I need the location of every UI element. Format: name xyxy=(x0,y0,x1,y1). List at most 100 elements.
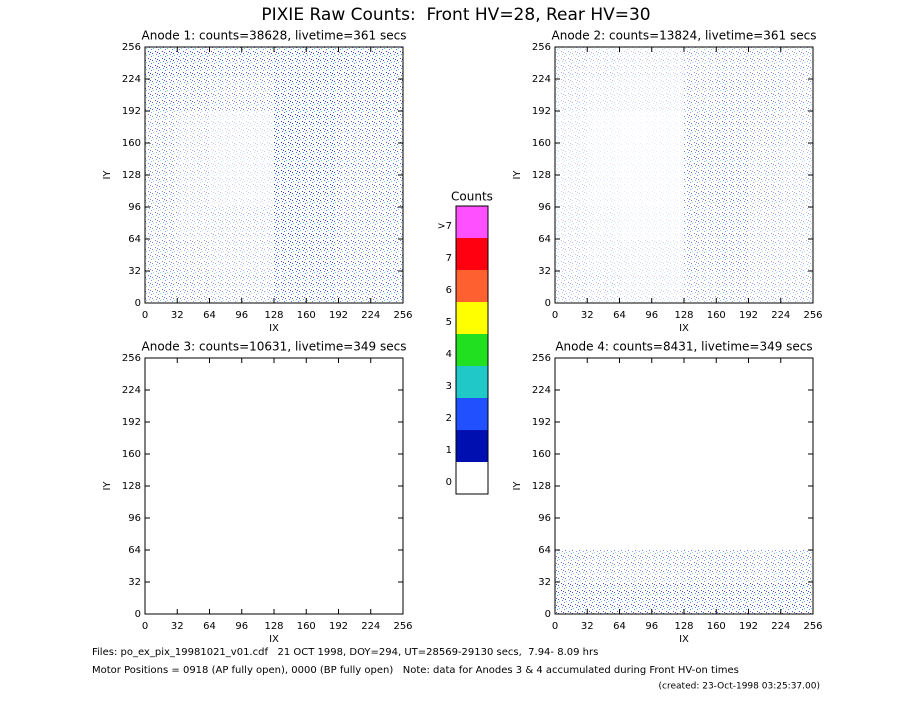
y-tick-label: 256 xyxy=(122,353,141,364)
heat-cell xyxy=(274,390,306,422)
chart-title: PIXIE Raw Counts: Front HV=28, Rear HV=3… xyxy=(261,5,650,25)
heat-cell xyxy=(780,47,813,79)
heat-cell xyxy=(619,207,652,239)
panel-title: Anode 2: counts=13824, livetime=361 secs xyxy=(552,29,817,43)
heat-cell xyxy=(619,582,652,614)
y-tick-label: 0 xyxy=(135,298,141,309)
heat-cell xyxy=(274,454,306,486)
heat-cell xyxy=(780,143,813,175)
heat-cell xyxy=(555,358,587,390)
heat-cell xyxy=(555,79,588,111)
y-tick-label: 96 xyxy=(128,513,141,524)
heat-cell xyxy=(145,239,178,271)
heat-cell xyxy=(684,47,717,79)
x-tick-label: 224 xyxy=(361,621,380,632)
x-tick-label: 32 xyxy=(581,310,594,321)
colorbar-label: 6 xyxy=(446,285,452,296)
heat-cell xyxy=(651,271,684,303)
heat-cell xyxy=(370,143,403,175)
heat-cell xyxy=(177,358,209,390)
heat-cell xyxy=(371,518,403,550)
heat-cell xyxy=(555,239,588,271)
heat-cell xyxy=(306,175,339,207)
x-tick-label: 160 xyxy=(707,310,726,321)
heat-cell xyxy=(684,79,717,111)
y-tick-label: 192 xyxy=(122,417,141,428)
x-tick-label: 160 xyxy=(297,621,316,632)
heat-cell xyxy=(652,358,684,390)
heat-cell xyxy=(555,207,588,239)
heat-cell xyxy=(338,207,371,239)
heat-cell xyxy=(620,486,652,518)
heat-cell xyxy=(371,582,403,614)
heat-cell xyxy=(716,550,749,582)
heat-cell xyxy=(339,518,371,550)
heat-cell xyxy=(587,358,619,390)
heat-cell xyxy=(145,486,177,518)
heat-cell xyxy=(684,518,716,550)
heat-cell xyxy=(781,454,813,486)
heat-cell xyxy=(338,175,371,207)
heat-cell xyxy=(620,454,652,486)
heat-cell xyxy=(749,518,781,550)
y-axis-label: IY xyxy=(512,481,523,491)
heat-cell xyxy=(242,486,274,518)
heat-cell xyxy=(555,422,587,454)
heat-cell xyxy=(306,47,339,79)
heat-cell xyxy=(370,175,403,207)
y-tick-label: 96 xyxy=(538,513,551,524)
heat-cell xyxy=(371,454,403,486)
heat-cell xyxy=(371,422,403,454)
heat-cell xyxy=(177,207,210,239)
heat-cell xyxy=(274,518,306,550)
heat-cell xyxy=(587,79,620,111)
heat-cell xyxy=(306,518,338,550)
heat-cell xyxy=(780,207,813,239)
heat-cell xyxy=(587,239,620,271)
heat-cell xyxy=(209,79,242,111)
heat-cell xyxy=(210,422,242,454)
heat-cell xyxy=(748,271,781,303)
colorbar-swatch xyxy=(456,206,488,238)
colorbar-label: 0 xyxy=(446,477,452,488)
heat-cell xyxy=(651,239,684,271)
heat-cell xyxy=(555,175,588,207)
heat-cell xyxy=(716,390,748,422)
colorbar-label: 5 xyxy=(446,317,452,328)
heat-cell xyxy=(177,454,209,486)
y-tick-label: 96 xyxy=(538,202,551,213)
heat-cell xyxy=(619,550,652,582)
heat-cell xyxy=(716,79,749,111)
heat-cell xyxy=(555,454,587,486)
heat-cell xyxy=(274,486,306,518)
heat-cell xyxy=(555,111,588,143)
x-axis-label: IX xyxy=(679,323,689,334)
heat-cell xyxy=(587,454,619,486)
heat-cell xyxy=(749,390,781,422)
y-tick-label: 64 xyxy=(128,545,141,556)
heat-cell xyxy=(306,207,339,239)
colorbar-swatch xyxy=(456,302,488,334)
heat-cell xyxy=(177,486,209,518)
heat-cell xyxy=(306,550,338,582)
heat-cell xyxy=(145,582,177,614)
x-axis-label: IX xyxy=(269,634,279,645)
y-tick-label: 96 xyxy=(128,202,141,213)
x-tick-label: 224 xyxy=(361,310,380,321)
heat-cell xyxy=(370,79,403,111)
x-tick-label: 64 xyxy=(203,621,216,632)
heat-cell xyxy=(651,175,684,207)
heat-cell xyxy=(684,550,717,582)
heat-cell xyxy=(684,175,717,207)
y-tick-label: 192 xyxy=(122,106,141,117)
x-tick-label: 64 xyxy=(203,310,216,321)
heat-cell xyxy=(338,111,371,143)
footer-line: (created: 23-Oct-1998 03:25:37.00) xyxy=(659,682,820,692)
heat-cell xyxy=(716,582,749,614)
x-tick-label: 32 xyxy=(171,310,184,321)
x-tick-label: 96 xyxy=(645,621,658,632)
colorbar-label: >7 xyxy=(437,221,452,232)
heat-cell xyxy=(684,143,717,175)
heat-cell xyxy=(749,358,781,390)
